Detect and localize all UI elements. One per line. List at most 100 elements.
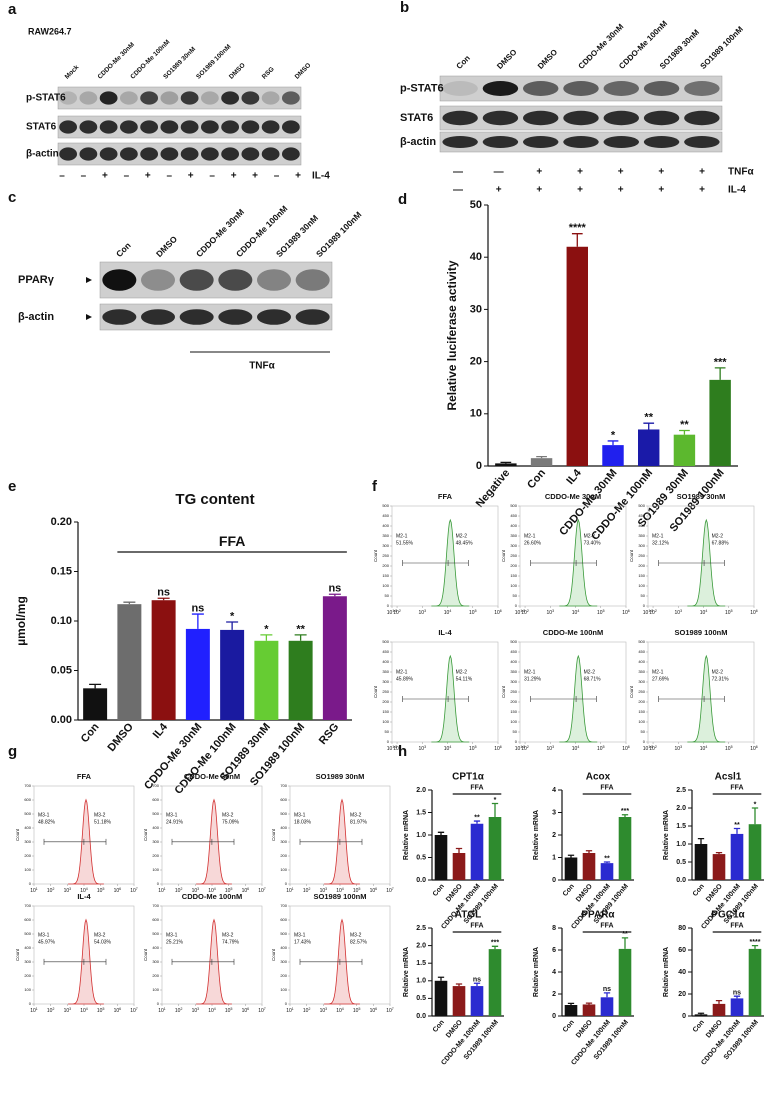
y-tick-label: 1.0 [676,841,686,848]
y-tick-label: 300 [24,959,31,964]
chart-title: CPT1α [452,772,485,783]
tick-exponent: 3 [69,887,71,891]
y-tick-label: 20 [678,991,686,998]
y-axis-label: Count [15,948,20,961]
gate-name: M3-1 [166,813,178,819]
y-tick-label: 0 [29,1001,32,1006]
tick-exponent: 5 [230,887,232,891]
blot-strip [57,115,302,139]
histogram-title: CDDO-Me 30nM [184,772,240,781]
treatment-sign: – [59,171,65,182]
treatment-sign: + [699,185,705,196]
tick-exponent: 4 [214,1007,216,1011]
tick-base: 10 [130,888,136,894]
histogram-title: SO1989 30nM [316,772,365,781]
y-tick-label: 1.5 [676,823,686,830]
x-tick-label: 105 [353,887,361,894]
tick-exponent: 3 [680,609,682,613]
panel-letter: c [8,189,16,206]
y-tick-label: 2.5 [676,787,686,794]
tick-exponent: 2 [655,609,657,613]
y-tick-label: 150 [510,573,517,578]
y-tick-label: 50 [385,593,390,598]
tick-base: 10 [303,888,309,894]
blot-band [684,81,720,96]
tick-exponent: 1.8 [648,745,653,749]
blot-band [261,147,280,161]
bar [582,853,596,880]
gate-marker [299,958,363,965]
tick-base: 10 [387,746,393,752]
bar [600,863,614,880]
x-tick-label: 104 [572,745,580,752]
x-tick-label: 103 [64,887,72,894]
y-tick-label: 500 [280,811,287,816]
gate-name: M3-2 [350,813,362,819]
error-bar [437,976,445,981]
y-tick-label: 250 [382,689,389,694]
y-tick-label: 300 [152,839,159,844]
row-label: p-STAT6 [400,82,444,94]
tick-exponent: 5 [603,609,605,613]
bar [748,948,762,1016]
tick-base: 10 [225,888,231,894]
y-tick-label: 0.0 [676,877,686,884]
gate-name: M2-1 [652,669,664,675]
blot-band [99,91,118,105]
y-tick-label: 80 [678,925,686,932]
significance-label: ns [473,977,481,984]
blot-band [99,120,118,134]
significance-label: ** [604,855,610,862]
error-bar [260,634,273,641]
bar [117,604,142,720]
tick-base: 10 [494,610,500,616]
y-tick-label: 50 [385,729,390,734]
gate-name: M2-1 [524,533,536,539]
error-bar [715,851,723,855]
lane-label: SO1989 100nM [314,209,364,259]
gate-percent: 74.79% [222,940,240,946]
tick-exponent: 2 [399,609,401,613]
error-bar [500,461,512,464]
tick-base: 10 [597,610,603,616]
y-tick-label: 350 [638,669,645,674]
y-tick-label: 300 [152,959,159,964]
y-axis-label: Relative mRNA [663,947,670,997]
y-tick-label: 100 [638,583,645,588]
row-label: STAT6 [26,122,57,133]
x-tick-label: 101.8 [515,745,525,752]
row-label: β-actin [18,311,54,323]
y-tick-label: 100 [510,583,517,588]
gate-marker [299,838,363,845]
y-tick-label: 450 [510,513,517,518]
y-tick-label: 1.5 [416,960,426,967]
x-tick-label: 105 [469,745,477,752]
tick-base: 10 [286,1008,292,1014]
tick-base: 10 [258,888,264,894]
y-tick-label: 250 [638,689,645,694]
x-tick-label: 101 [286,887,294,894]
y-tick-label: 250 [510,553,517,558]
y-tick-label: 400 [24,945,31,950]
y-tick-label: 400 [638,523,645,528]
x-tick-label: 106 [622,609,630,616]
y-tick-label: 700 [280,903,287,908]
x-tick-label: Con [432,883,446,898]
x-tick-label: 104 [336,887,344,894]
y-tick-label: 0 [157,1001,160,1006]
tick-base: 10 [336,888,342,894]
tick-exponent: 4 [86,1007,88,1011]
blot-band [179,269,214,291]
tick-base: 10 [419,610,425,616]
blot-band [295,309,330,325]
blot-band [102,309,137,325]
bar [673,434,696,466]
y-tick-label: 400 [152,945,159,950]
blot-band [200,120,219,134]
tick-exponent: 7 [392,887,394,891]
x-tick-label: 105 [725,609,733,616]
histogram-title: SO1989 100nM [314,892,367,901]
x-tick-label: 105 [225,887,233,894]
bar [452,853,466,880]
y-tick-label: 200 [24,853,31,858]
